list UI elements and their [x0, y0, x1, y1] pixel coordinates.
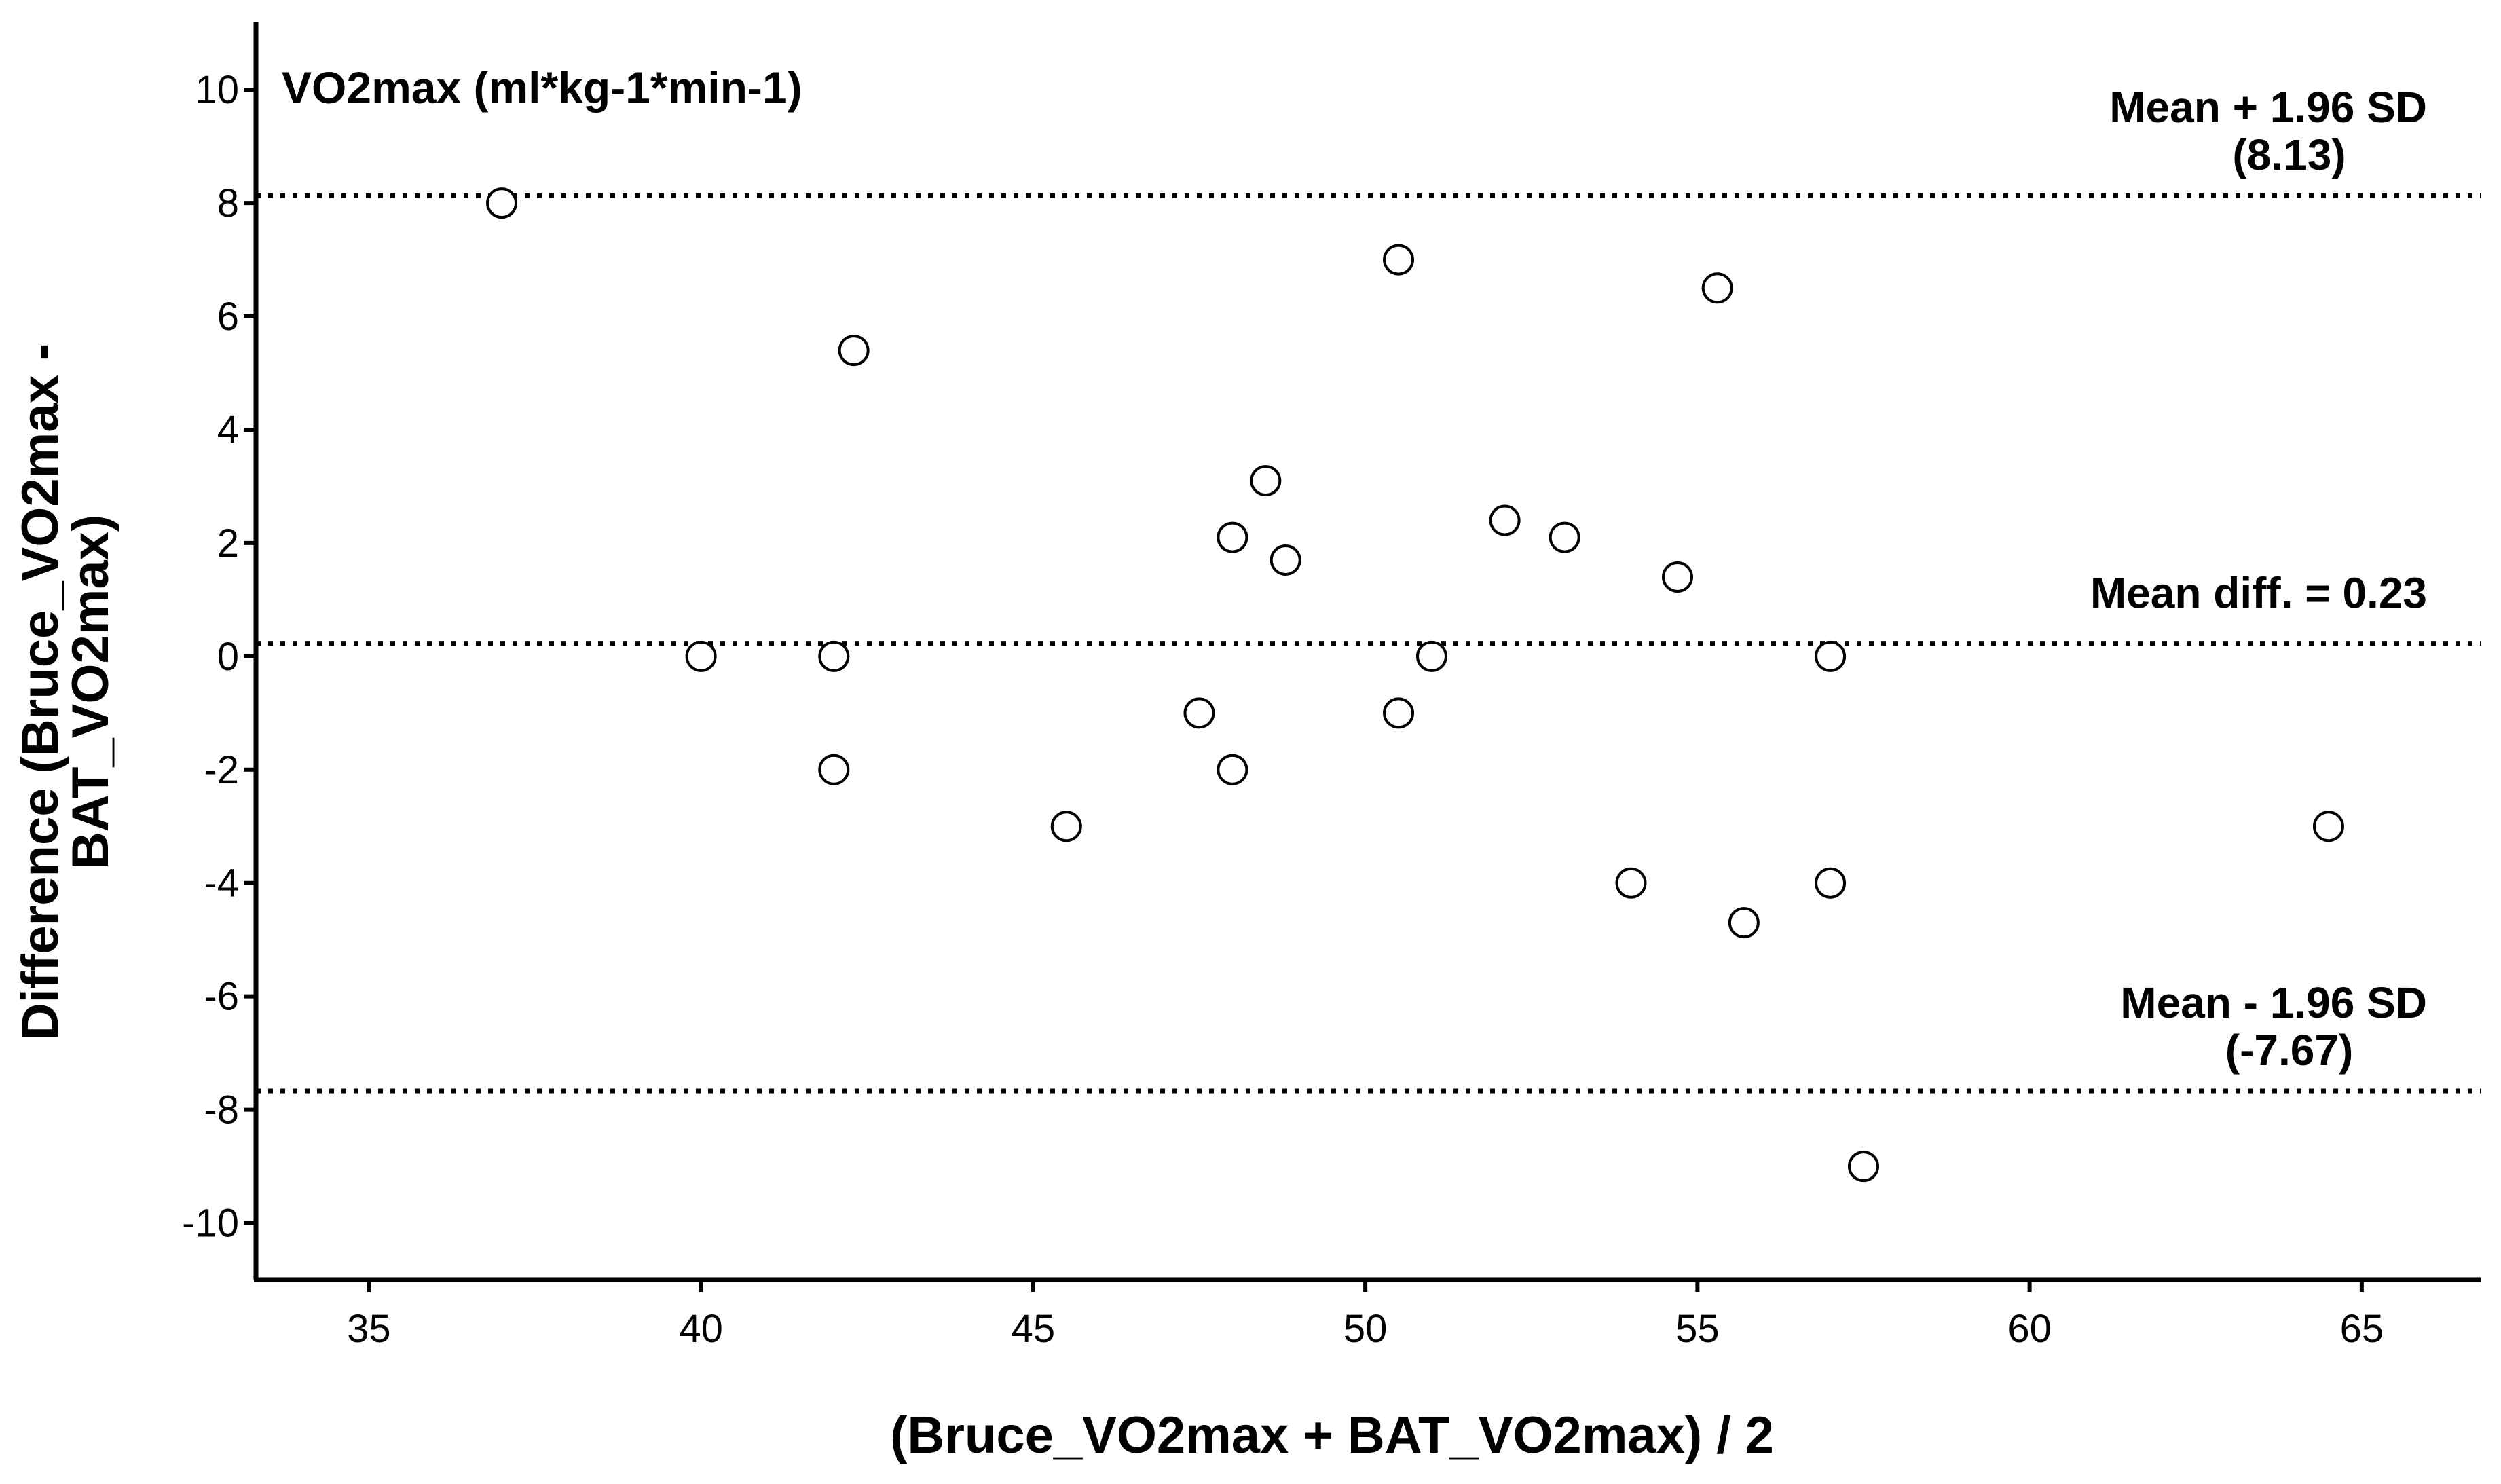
data-point [818, 754, 850, 785]
data-point [1183, 697, 1215, 729]
y-tick-label: -10 [182, 1202, 239, 1246]
y-tick-label: -2 [204, 748, 239, 792]
data-point [1815, 640, 1847, 672]
y-tick-label: -4 [204, 861, 239, 906]
x-tick-label: 50 [1344, 1307, 1388, 1351]
data-point [1489, 504, 1521, 536]
x-tick-label: 55 [1675, 1307, 1720, 1351]
data-point [1728, 907, 1760, 939]
plot-area: 10 8 6 4 2 0 -2 -4 -6 -8 -10 35 40 45 50 55 60 65 Mean +… [182, 22, 2481, 1351]
y-tick-label: 10 [195, 68, 239, 112]
y-axis-title-line2: BAT_VO2max) [62, 515, 119, 869]
data-point [1270, 544, 1301, 576]
x-tick-label: 45 [1012, 1307, 1056, 1351]
data-point [1701, 272, 1733, 304]
data-point [486, 187, 518, 219]
reference-line-labels: Mean + 1.96 SD(8.13) Mean diff. = 0.23 Mea… [2090, 83, 2427, 1075]
data-point [838, 335, 870, 367]
data-point [1217, 754, 1248, 785]
chart-title: VO2max (ml*kg-1*min-1) [282, 62, 802, 113]
data-point [1050, 811, 1082, 842]
x-tick-label: 60 [2007, 1307, 2052, 1351]
data-point [1662, 561, 1694, 593]
data-point [818, 640, 850, 672]
y-tick-label: 0 [217, 635, 239, 679]
data-point [1217, 521, 1248, 553]
y-ticks: 10 8 6 4 2 0 -2 -4 -6 -8 -10 [182, 68, 256, 1246]
reference-lines [256, 193, 2481, 1094]
x-tick-label: 35 [347, 1307, 391, 1351]
y-tick-label: 4 [217, 408, 239, 452]
data-point [1549, 521, 1580, 553]
x-tick-label: 65 [2340, 1307, 2384, 1351]
reference-line-label: Mean - 1.96 SD [2120, 978, 2427, 1027]
data-point [1250, 465, 1282, 497]
data-point [1415, 640, 1447, 672]
data-point [1383, 244, 1415, 276]
reference-line-label: Mean diff. = 0.23 [2090, 569, 2427, 618]
y-tick-label: -6 [204, 975, 239, 1019]
data-point [1847, 1151, 1879, 1183]
y-tick-label: 8 [217, 181, 239, 225]
x-tick-label: 40 [679, 1307, 723, 1351]
data-points [486, 187, 2344, 1183]
y-axis-title-line1: Difference (Bruce_VO2max - [12, 344, 69, 1040]
y-tick-label: -8 [204, 1088, 239, 1132]
data-point [1615, 867, 1647, 899]
data-point [685, 640, 717, 672]
y-tick-label: 6 [217, 295, 239, 339]
reference-line-value: (8.13) [2232, 130, 2346, 179]
data-point [1815, 867, 1847, 899]
x-axis-title: (Bruce_VO2max + BAT_VO2max) / 2 [890, 1407, 1774, 1464]
reference-line-label: Mean + 1.96 SD [2109, 83, 2427, 132]
y-tick-label: 2 [217, 521, 239, 565]
y-axis-title: Difference (Bruce_VO2max - BAT_VO2max) [12, 344, 119, 1040]
x-ticks: 35 40 45 50 55 60 65 [347, 1280, 2384, 1351]
data-point [1383, 697, 1415, 729]
reference-line-value: (-7.67) [2225, 1026, 2354, 1075]
data-point [2312, 811, 2344, 842]
